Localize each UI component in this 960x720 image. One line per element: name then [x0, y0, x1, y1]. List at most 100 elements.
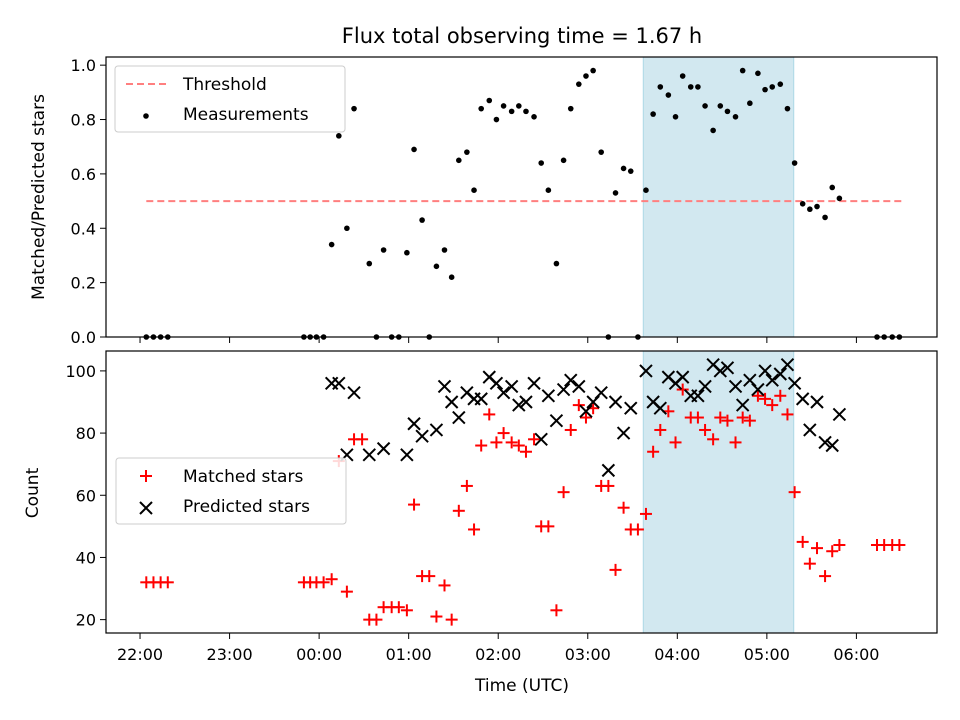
- top-y-axis-label: Matched/Predicted stars: [29, 94, 49, 300]
- matched-star-point: [676, 383, 689, 396]
- predicted-star-point: [795, 392, 810, 406]
- measurement-point: [441, 247, 448, 253]
- measurement-point: [464, 149, 470, 155]
- matched-star-point: [317, 576, 330, 589]
- predicted-star-point: [601, 463, 616, 478]
- predicted-star-mark-b: [706, 357, 720, 372]
- matched-star-point: [423, 570, 436, 583]
- matched-star-point: [766, 399, 779, 412]
- predicted-star-mark-b: [474, 392, 488, 406]
- predicted-star-point: [527, 376, 541, 391]
- measurement-point: [523, 108, 529, 115]
- measurement-point: [404, 249, 410, 256]
- predicted-star-point: [564, 373, 578, 387]
- top-x-ticks: [139, 337, 857, 343]
- matched-star-point: [325, 573, 338, 586]
- measurement-point: [732, 114, 739, 120]
- measurement-point: [807, 206, 813, 213]
- predicted-star-mark-b: [362, 448, 376, 462]
- threshold-legend-label: Threshold: [182, 75, 267, 95]
- predicted-star-mark-b: [818, 435, 832, 450]
- matched-star-point: [743, 414, 756, 427]
- predicted-star-point: [728, 379, 743, 394]
- x-tick-label: 05:00: [744, 645, 790, 664]
- measurement-point: [822, 214, 828, 221]
- predicted-star-mark-b: [460, 385, 474, 400]
- measurement-point: [493, 116, 500, 123]
- measurement-point: [583, 73, 589, 79]
- predicted-star-point: [474, 392, 488, 406]
- predicted-star-mark-b: [751, 382, 765, 397]
- matched-star-point: [759, 392, 772, 405]
- matched-star-point: [445, 613, 458, 626]
- matched-star-point: [392, 601, 405, 614]
- measurement-point: [612, 190, 619, 196]
- measurement-point: [784, 105, 791, 112]
- measurement-point: [411, 146, 417, 153]
- predicted-star-mark-b: [661, 370, 676, 384]
- matched-star-point: [819, 570, 832, 583]
- top-y-tick-label: 1.0: [71, 56, 96, 75]
- matched-star-point: [400, 604, 413, 617]
- predicted-star-mark-b: [646, 395, 660, 409]
- measurement-point: [687, 84, 694, 90]
- matched-star-point: [699, 423, 712, 436]
- predicted-star-mark-b: [639, 364, 653, 378]
- top-y-tick-label: 0.4: [71, 219, 96, 238]
- top-y-tick-label: 0.6: [71, 165, 96, 184]
- predicted-star-mark-b: [347, 385, 361, 400]
- matched-star-point: [811, 542, 824, 555]
- matched-star-point: [572, 399, 585, 412]
- measurement-point: [336, 133, 342, 139]
- matched-star-point: [460, 479, 473, 492]
- predicted-star-mark-b: [720, 361, 735, 375]
- matched-star-point: [654, 423, 667, 436]
- predicted-star-point: [594, 385, 608, 400]
- x-tick-label: 22:00: [117, 645, 163, 664]
- measurement-point: [560, 157, 567, 164]
- predicted-star-point: [489, 376, 504, 391]
- matched-star-point: [736, 411, 749, 424]
- measurement-point: [448, 274, 455, 280]
- matched-star-point: [833, 539, 846, 552]
- predicted-star-mark-b: [489, 376, 504, 391]
- predicted-star-mark-b: [332, 376, 346, 391]
- matched-star-point: [528, 433, 541, 446]
- measurement-point: [762, 86, 768, 93]
- measurements-legend-swatch: [143, 113, 149, 119]
- measurement-point: [500, 103, 507, 109]
- predicted-star-point: [810, 395, 824, 409]
- matched-star-point: [751, 389, 764, 402]
- matched-star-point: [602, 479, 615, 492]
- bottom-y-axis: 20 40 60 80 100: [65, 362, 106, 630]
- measurement-point: [627, 168, 634, 174]
- predicted-star-mark-b: [541, 389, 556, 403]
- predicted-star-point: [787, 376, 802, 391]
- predicted-star-point: [825, 438, 839, 453]
- matched-star-point: [639, 507, 652, 520]
- matched-star-point: [781, 408, 794, 421]
- matched-star-point: [430, 610, 443, 623]
- predicted-star-point: [534, 432, 548, 447]
- predicted-star-mark-b: [713, 364, 728, 378]
- measurement-point: [531, 114, 537, 120]
- matched-star-point: [356, 433, 369, 446]
- predicted-star-mark-b: [512, 398, 526, 412]
- measurements-legend-label: Measurements: [183, 105, 309, 125]
- matched-star-point: [803, 557, 816, 570]
- predicted-star-mark-b: [519, 395, 533, 409]
- measurement-point: [344, 225, 350, 232]
- predicted-star-point: [773, 367, 787, 381]
- predicted-star-point: [512, 398, 526, 412]
- matched-star-point: [550, 604, 563, 617]
- measurement-point: [695, 84, 701, 90]
- measurement-point: [791, 160, 798, 166]
- predicted-star-mark-b: [572, 379, 586, 394]
- matched-star-point: [893, 539, 906, 552]
- top-plot-frame: [105, 56, 938, 338]
- predicted-star-point: [376, 441, 391, 456]
- predicted-star-point: [496, 385, 511, 400]
- measurement-point: [717, 103, 724, 109]
- predicted-star-mark-b: [482, 370, 496, 384]
- measurement-point: [799, 200, 806, 207]
